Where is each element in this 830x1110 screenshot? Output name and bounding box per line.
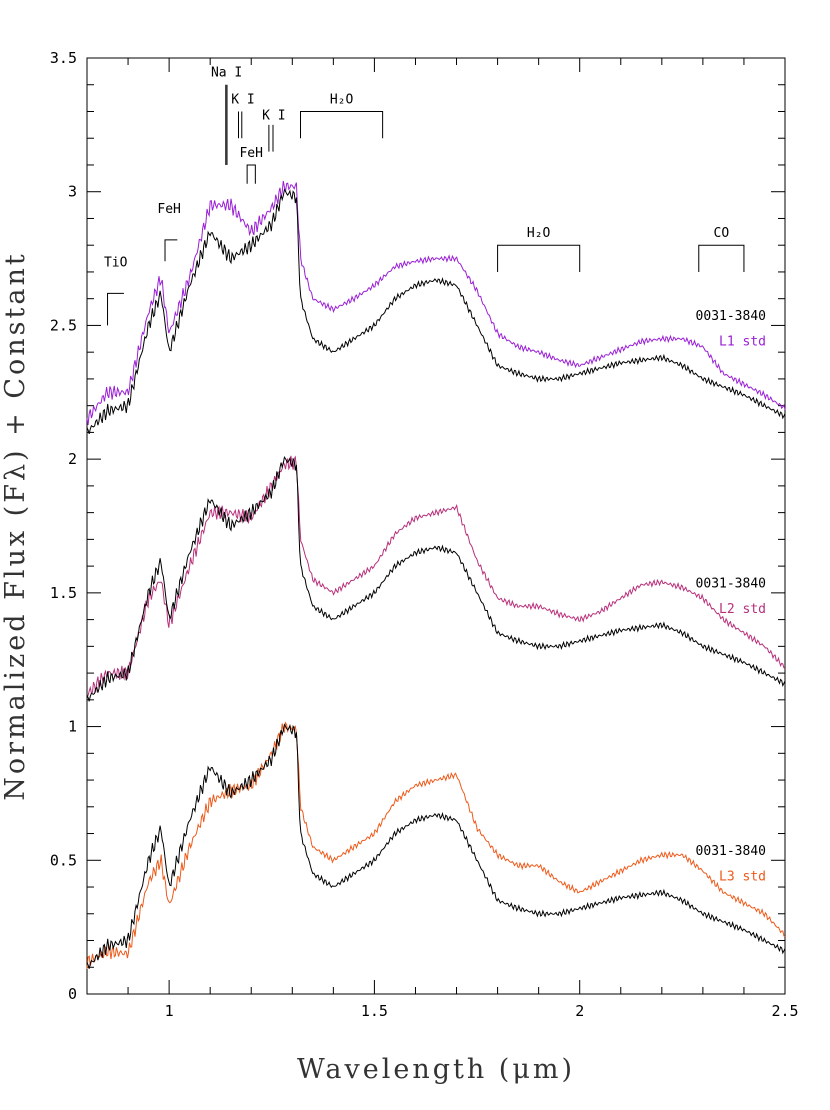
feature-label: K I bbox=[231, 92, 254, 107]
x-tick-label: 2 bbox=[575, 1002, 584, 1020]
feature-bracket bbox=[300, 110, 384, 139]
feature-bracket bbox=[497, 244, 581, 272]
feature-label: CO bbox=[714, 226, 730, 241]
y-tick-label: 3.5 bbox=[50, 49, 77, 67]
feature-label: H₂O bbox=[527, 226, 551, 241]
y-tick-label: 1 bbox=[68, 718, 77, 736]
feature-bracket bbox=[107, 292, 124, 326]
std-label: L2 std bbox=[719, 602, 766, 617]
y-tick-label: 3 bbox=[68, 183, 77, 201]
object-label: 0031-3840 bbox=[696, 577, 766, 592]
feature-label: Na I bbox=[211, 66, 242, 81]
plot-frame bbox=[86, 57, 786, 995]
x-tick-label: 2.5 bbox=[771, 1002, 798, 1020]
y-axis-title: Normalized Flux (Fλ) + Constant bbox=[0, 251, 31, 800]
x-tick-label: 1.5 bbox=[361, 1002, 388, 1020]
feature-label: FeH bbox=[239, 146, 262, 161]
object-label: 0031-3840 bbox=[696, 309, 766, 324]
feature-label: TiO bbox=[104, 256, 128, 271]
y-tick-label: 0.5 bbox=[50, 851, 77, 869]
x-axis-title: Wavelength (μm) bbox=[297, 1054, 575, 1085]
feature-label: FeH bbox=[157, 202, 180, 217]
feature-bracket bbox=[246, 164, 256, 184]
x-tick-label: 1 bbox=[165, 1002, 174, 1020]
object-spectrum-line bbox=[86, 455, 786, 702]
y-tick-label: 1.5 bbox=[50, 584, 77, 602]
std-spectrum-line bbox=[86, 721, 786, 969]
std-label: L3 std bbox=[719, 869, 766, 884]
y-tick-label: 2 bbox=[68, 450, 77, 468]
std-label: L1 std bbox=[719, 334, 766, 349]
object-spectrum-line bbox=[86, 188, 786, 435]
y-tick-label: 2.5 bbox=[50, 316, 77, 334]
std-spectrum-line bbox=[86, 455, 786, 696]
std-spectrum-line bbox=[86, 180, 786, 425]
feature-bracket bbox=[698, 244, 745, 272]
feature-bracket bbox=[164, 239, 178, 262]
feature-label: H₂O bbox=[330, 92, 354, 107]
y-tick-label: 0 bbox=[68, 985, 77, 1003]
object-label: 0031-3840 bbox=[696, 844, 766, 859]
object-spectrum-line bbox=[86, 723, 786, 969]
feature-label: K I bbox=[262, 109, 285, 124]
